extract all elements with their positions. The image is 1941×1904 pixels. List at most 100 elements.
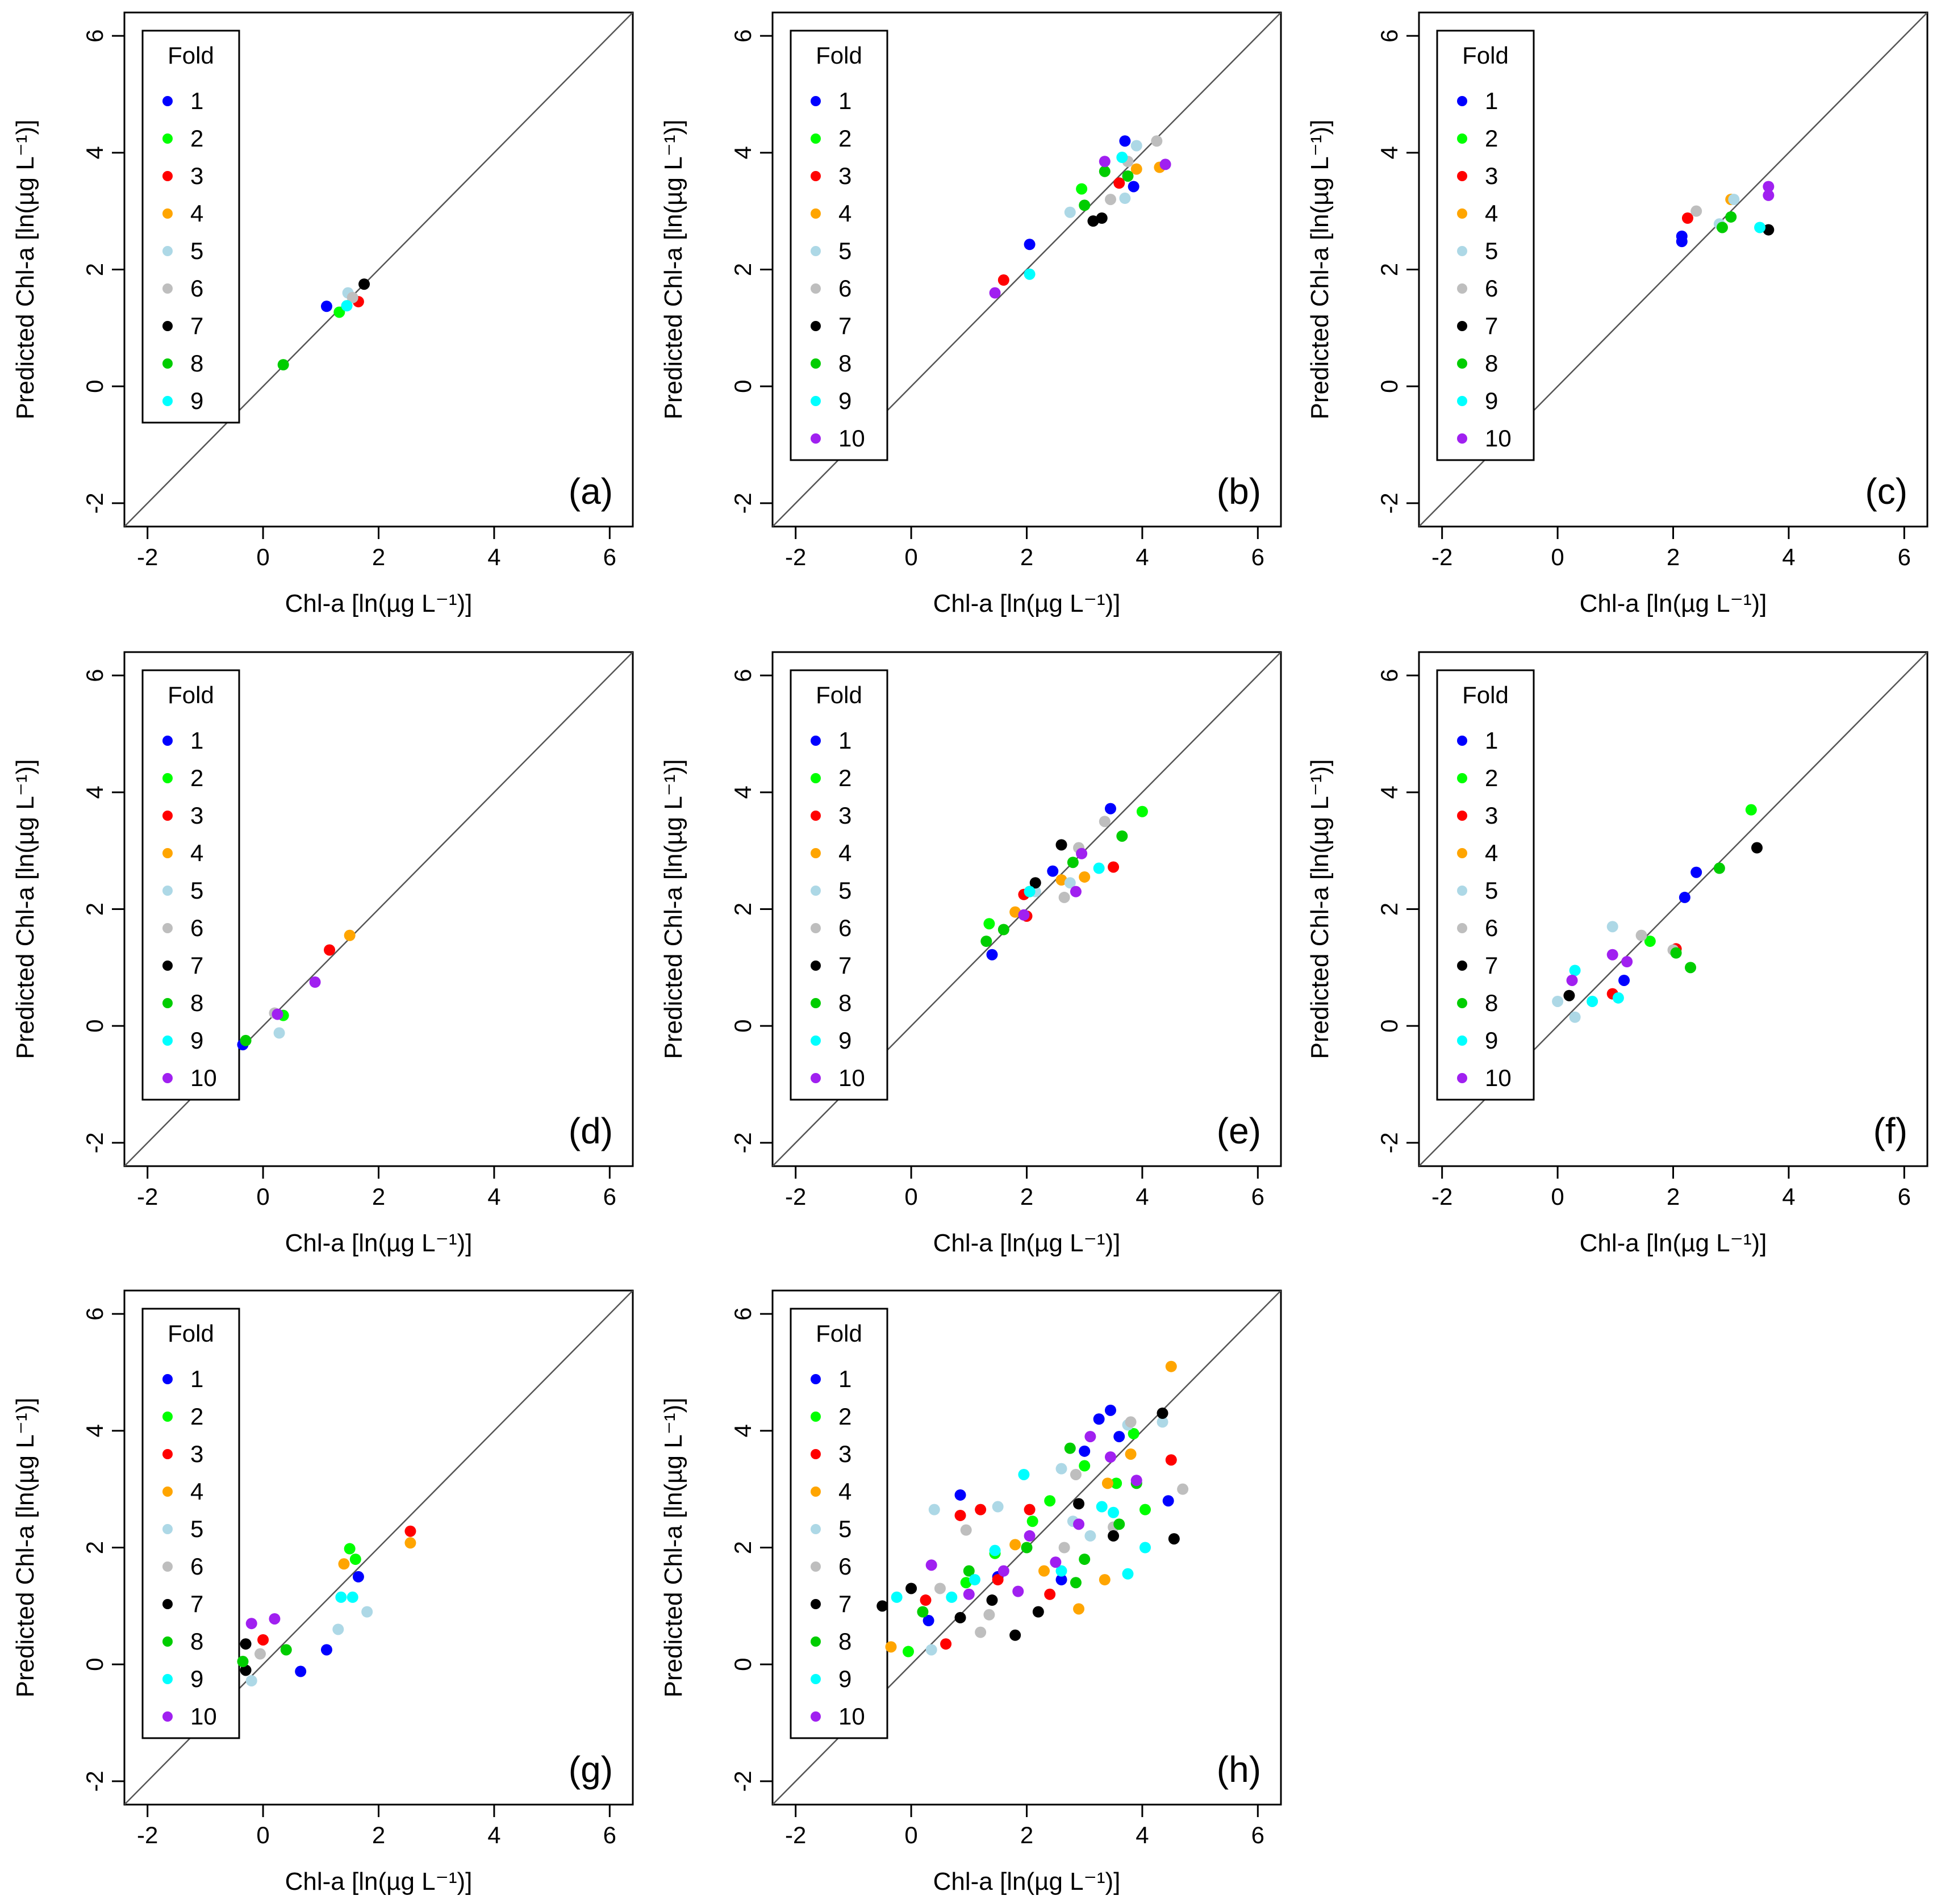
data-point bbox=[1716, 222, 1728, 233]
legend-marker bbox=[162, 1449, 173, 1459]
data-point bbox=[1157, 1407, 1168, 1419]
legend-marker bbox=[1457, 433, 1467, 444]
x-tick-label: 2 bbox=[1020, 544, 1033, 570]
legend-entry-label: 7 bbox=[1485, 312, 1498, 339]
x-tick-label: 0 bbox=[256, 1822, 269, 1848]
data-point bbox=[1038, 1565, 1050, 1577]
legend-marker bbox=[811, 773, 821, 783]
y-tick-label: 2 bbox=[729, 1541, 756, 1554]
legend-marker bbox=[811, 396, 821, 406]
data-point bbox=[946, 1591, 958, 1603]
y-tick-label: 6 bbox=[729, 1307, 756, 1320]
x-tick-label: -2 bbox=[785, 1183, 806, 1210]
y-axis-label: Predicted Chl-a [ln(µg L⁻¹)] bbox=[659, 1398, 687, 1698]
data-point bbox=[997, 274, 1009, 286]
data-point bbox=[954, 1489, 966, 1501]
legend-marker bbox=[1457, 811, 1467, 821]
y-tick-label: 0 bbox=[1376, 1020, 1402, 1033]
data-point bbox=[934, 1583, 946, 1594]
legend-box bbox=[1436, 669, 1535, 1101]
legend-entry-label: 3 bbox=[838, 802, 851, 829]
legend-marker bbox=[162, 1412, 173, 1422]
y-tick-label: 2 bbox=[81, 1541, 108, 1554]
legend-entry-label: 9 bbox=[190, 387, 203, 414]
legend-title: Fold bbox=[1462, 682, 1509, 708]
legend-box bbox=[141, 669, 240, 1101]
x-tick-label: 6 bbox=[1898, 1183, 1911, 1210]
data-point bbox=[917, 1606, 929, 1618]
legend-box bbox=[141, 30, 240, 424]
legend-entry-label: 1 bbox=[838, 1366, 851, 1392]
legend-entry-label: 4 bbox=[838, 200, 851, 227]
data-point bbox=[240, 1034, 252, 1046]
legend-marker bbox=[811, 1599, 821, 1609]
y-tick-label: 0 bbox=[729, 1658, 756, 1671]
y-tick-label: 6 bbox=[729, 29, 756, 42]
data-point bbox=[1157, 1416, 1168, 1428]
y-axis-label: Predicted Chl-a [ln(µg L⁻¹)] bbox=[659, 759, 687, 1059]
y-tick-label: -2 bbox=[1376, 492, 1402, 513]
x-tick-label: -2 bbox=[137, 1822, 158, 1848]
legend-marker bbox=[162, 171, 173, 181]
data-point bbox=[1087, 215, 1099, 227]
scatter-panel: -2 0 2 4 6 -2 0 2 4 6 Chl-a [ln(µg L⁻¹)] Predicted … bbox=[1306, 651, 1929, 1257]
data-point bbox=[925, 1644, 937, 1656]
data-point bbox=[1130, 140, 1142, 152]
legend-title: Fold bbox=[816, 42, 862, 69]
legend-marker bbox=[162, 208, 173, 219]
data-point bbox=[975, 1504, 987, 1515]
x-axis-label: Chl-a [ln(µg L⁻¹)] bbox=[285, 590, 473, 617]
legend-marker bbox=[811, 246, 821, 256]
data-point bbox=[1073, 1603, 1085, 1615]
legend-entry-label: 8 bbox=[1485, 989, 1498, 1016]
data-point bbox=[997, 924, 1009, 936]
data-point bbox=[1670, 947, 1682, 959]
legend-marker bbox=[1457, 133, 1467, 144]
y-axis-label: Predicted Chl-a [ln(µg L⁻¹)] bbox=[659, 120, 687, 420]
data-point bbox=[1099, 1574, 1111, 1586]
y-tick-label: 4 bbox=[729, 146, 756, 159]
panel-label: (h) bbox=[1217, 1749, 1261, 1790]
legend-entry-label: 6 bbox=[190, 275, 203, 302]
y-tick-label: 4 bbox=[81, 146, 108, 159]
legend-entry-label: 5 bbox=[190, 237, 203, 264]
legend-marker bbox=[811, 1412, 821, 1422]
y-tick-label: -2 bbox=[729, 492, 756, 513]
y-tick-label: 0 bbox=[81, 380, 108, 393]
legend-box bbox=[790, 30, 888, 461]
x-tick-label: 0 bbox=[904, 1822, 917, 1848]
data-point bbox=[1018, 909, 1030, 921]
data-point bbox=[245, 1675, 257, 1686]
data-point bbox=[960, 1577, 972, 1589]
data-point bbox=[1058, 1542, 1070, 1554]
y-tick-label: 0 bbox=[729, 1020, 756, 1033]
data-point bbox=[1108, 1506, 1120, 1518]
data-point bbox=[923, 1615, 934, 1627]
legend-entry-label: 10 bbox=[1485, 1064, 1512, 1091]
legend-entry-label: 6 bbox=[1485, 915, 1498, 941]
data-point bbox=[347, 1591, 358, 1603]
x-tick-label: -2 bbox=[1431, 1183, 1452, 1210]
data-point bbox=[404, 1537, 416, 1549]
one-to-one-line bbox=[124, 12, 633, 527]
legend-marker bbox=[162, 736, 173, 746]
legend-marker bbox=[811, 811, 821, 821]
legend-marker bbox=[1457, 848, 1467, 858]
y-tick-label: -2 bbox=[81, 1771, 108, 1792]
x-tick-label: -2 bbox=[785, 1822, 806, 1848]
data-point bbox=[1021, 1542, 1033, 1554]
x-tick-label: 2 bbox=[372, 1822, 385, 1848]
data-point bbox=[963, 1565, 975, 1577]
data-point bbox=[1070, 1577, 1082, 1589]
data-point bbox=[309, 976, 321, 988]
legend-marker bbox=[162, 1073, 173, 1083]
legend-marker bbox=[162, 1487, 173, 1497]
y-tick-label: 2 bbox=[1376, 903, 1402, 916]
data-point bbox=[1064, 206, 1076, 218]
x-axis-label: Chl-a [ln(µg L⁻¹)] bbox=[933, 1229, 1121, 1257]
data-point bbox=[1084, 1530, 1096, 1542]
legend-marker bbox=[162, 396, 173, 406]
data-point bbox=[876, 1600, 888, 1612]
legend-entry-label: 1 bbox=[190, 1366, 203, 1392]
data-point bbox=[1165, 1360, 1177, 1372]
